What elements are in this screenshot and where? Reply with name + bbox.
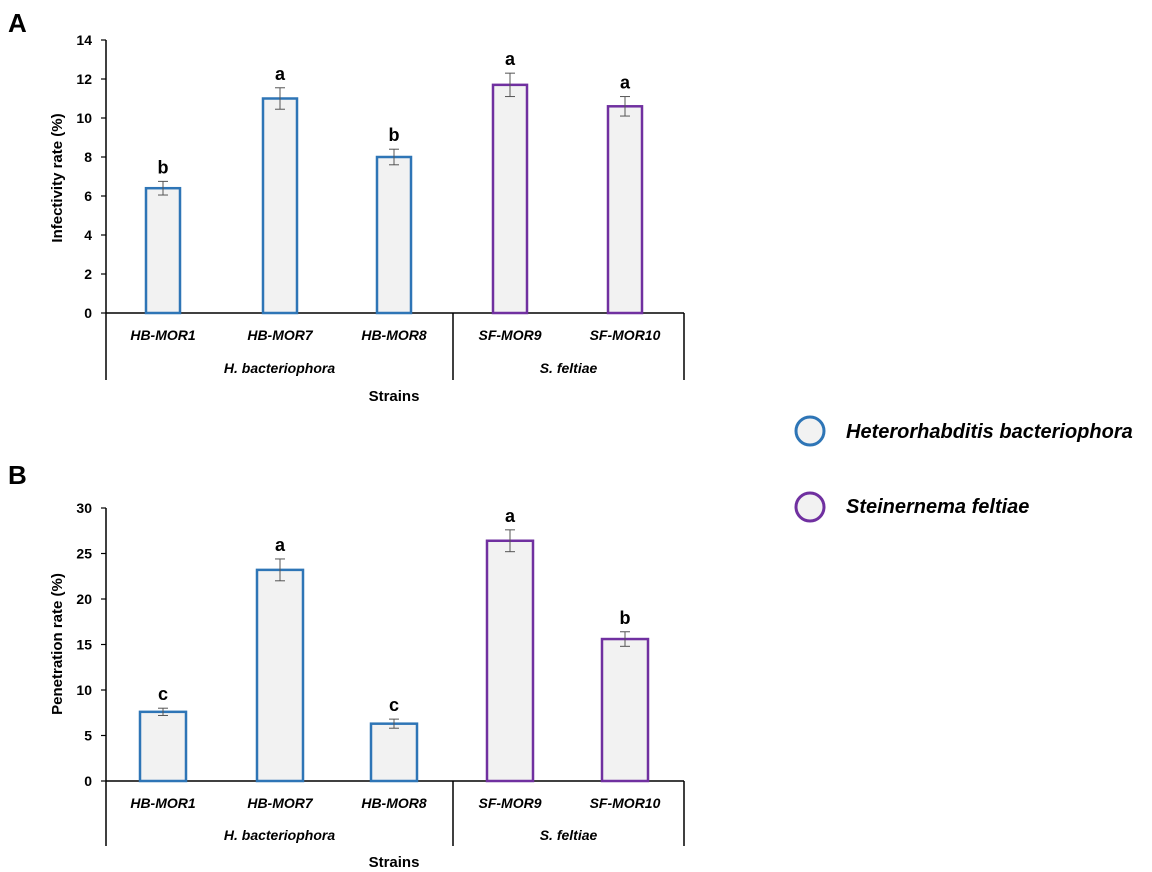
panel-b-category-label: HB-MOR7 <box>247 795 314 811</box>
panel-a-y-tick-label: 14 <box>76 32 92 48</box>
panel-a-group-label: H. bacteriophora <box>224 360 335 376</box>
panel-b-bar <box>138 710 188 783</box>
panel-b-category-label: SF-MOR9 <box>479 795 542 811</box>
legend-item-hb: Heterorhabditis bacteriophora <box>794 415 1133 447</box>
panel-a-bar <box>491 83 529 315</box>
panel-b-bar <box>485 539 535 783</box>
panel-b-significance-label: b <box>620 608 631 628</box>
panel-a-category-label: HB-MOR1 <box>130 327 196 343</box>
panel-a-y-tick-label: 4 <box>84 227 92 243</box>
panel-b-significance-label: a <box>505 506 516 526</box>
panel-b-y-tick-label: 30 <box>76 500 92 516</box>
panel-b-bar <box>369 722 419 783</box>
panel-a-y-tick-label: 2 <box>84 266 92 282</box>
panel-b-bar <box>255 568 305 783</box>
panel-a-category-label: HB-MOR7 <box>247 327 314 343</box>
panel-a-significance-label: b <box>389 125 400 145</box>
panel-a-y-tick-label: 6 <box>84 188 92 204</box>
panel-b-category-label: SF-MOR10 <box>590 795 661 811</box>
panel-b-y-tick-label: 25 <box>76 546 92 562</box>
panel-a-y-tick-label: 8 <box>84 149 92 165</box>
panel-b-y-tick-label: 20 <box>76 591 92 607</box>
panel-a-y-axis-label: Infectivity rate (%) <box>49 113 66 242</box>
panel-b-significance-label: c <box>389 695 399 715</box>
panel-a-bar <box>261 97 299 315</box>
legend-swatch-hb <box>794 415 826 447</box>
panel-a-significance-label: a <box>505 49 516 69</box>
panel-b-significance-label: a <box>275 535 286 555</box>
legend-label-hb: Heterorhabditis bacteriophora <box>846 421 1133 443</box>
panel-a-y-tick-label: 12 <box>76 71 92 87</box>
panel-b-y-tick-label: 15 <box>76 637 92 653</box>
panel-a-letter: A <box>8 8 27 38</box>
panel-b-group-label: S. feltiae <box>540 827 598 843</box>
panel-a-bar <box>144 186 182 315</box>
panel-b-x-axis-label: Strains <box>369 854 420 871</box>
panel-a-bar <box>606 105 644 315</box>
panel-a-significance-label: a <box>275 64 286 84</box>
legend: Heterorhabditis bacteriophora Steinernem… <box>794 415 1133 523</box>
panel-b-bar <box>600 637 650 783</box>
panel-b-y-tick-label: 0 <box>84 773 92 789</box>
panel-b: B Penetration rate (%) Strains 0 5 10 15 20 2… <box>8 460 685 871</box>
panel-a-group-label: S. feltiae <box>540 360 598 376</box>
panel-a-category-label: SF-MOR9 <box>479 327 542 343</box>
panel-b-y-tick-label: 5 <box>84 728 92 744</box>
panel-a-y-tick-label: 0 <box>84 305 92 321</box>
panel-a-category-label: HB-MOR8 <box>361 327 427 343</box>
panel-b-letter: B <box>8 460 27 490</box>
panel-b-category-label: HB-MOR8 <box>361 795 427 811</box>
panel-b-y-tick-label: 10 <box>76 682 92 698</box>
legend-swatch-sf <box>794 491 826 523</box>
legend-label-sf: Steinernema feltiae <box>846 496 1029 518</box>
panel-a-x-axis-label: Strains <box>369 388 420 405</box>
panel-b-significance-label: c <box>158 684 168 704</box>
panel-a-bar <box>375 155 413 315</box>
panel-b-category-label: HB-MOR1 <box>130 795 196 811</box>
panel-a-y-tick-label: 10 <box>76 110 92 126</box>
panel-a-significance-label: a <box>620 73 631 93</box>
legend-item-sf: Steinernema feltiae <box>794 491 1029 523</box>
panel-a-significance-label: b <box>158 157 169 177</box>
panel-a: A Infectivity rate (%) Strains 0 2 4 6 8 10 12… <box>8 8 685 405</box>
panel-b-y-axis-label: Penetration rate (%) <box>49 573 66 715</box>
panel-b-group-label: H. bacteriophora <box>224 827 335 843</box>
panel-a-category-label: SF-MOR10 <box>590 327 661 343</box>
